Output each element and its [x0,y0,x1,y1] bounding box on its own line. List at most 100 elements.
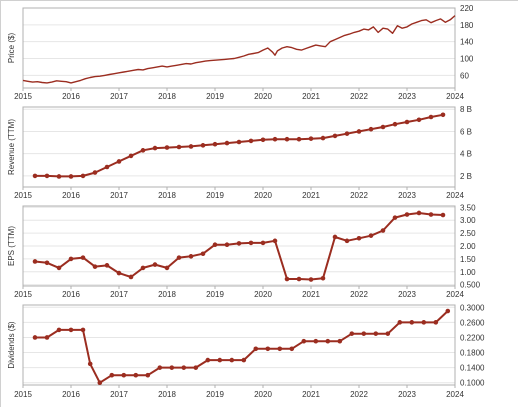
revenue-ttm-data-point [140,148,146,153]
eps-ttm-data-point [68,256,74,262]
revenue-ttm-data-point [272,136,278,142]
dividends-data-point [277,346,283,352]
dividends-data-point [193,365,199,370]
dividends-data-point [265,346,271,352]
revenue-ttm-xtick-label: 2024 [446,191,464,200]
eps-ttm-data-point [308,277,314,282]
price-series-line [22,15,456,84]
price-xtick-label: 2022 [350,92,368,101]
revenue-ttm-data-point [164,145,170,150]
dividends-ytick-label: 0.1000 [460,379,485,388]
revenue-ttm-axis-label: Revenue (TTM) [7,119,16,175]
dividends-data-point [337,338,343,344]
dividends-ytick-label: 0.1400 [460,364,485,373]
revenue-ttm-data-point [92,170,98,175]
dividends-xtick-label: 2015 [14,390,32,399]
eps-ttm-data-point [356,235,362,241]
eps-ttm-data-point [44,260,50,266]
dividends-data-point [445,308,451,314]
revenue-ttm-data-point [128,153,134,159]
dividends-xtick-label: 2020 [254,390,272,399]
eps-ttm-axis-label: EPS (TTM) [7,226,16,266]
price-ytick-label: 180 [460,21,474,30]
dividends-data-point [241,357,247,363]
revenue-ttm-xtick-label: 2018 [158,191,176,200]
price-xtick-label: 2017 [110,92,128,101]
dividends-data-point [349,331,355,336]
revenue-ttm-data-point [428,114,434,120]
price-xtick-label: 2015 [14,92,32,101]
eps-ttm-ytick-label: 1.00 [460,268,476,277]
eps-ttm-data-point [176,255,182,260]
eps-ttm-data-point [200,251,206,257]
revenue-ttm-data-point [80,173,86,179]
price-axis-label: Price ($) [7,33,16,64]
eps-ttm-ytick-label: 3.00 [460,216,476,225]
dividends-data-point [421,320,427,325]
dividends-xtick-label: 2024 [446,390,464,399]
revenue-ttm-data-point [380,124,386,130]
dividends-data-point [133,372,139,378]
eps-ttm-xtick-label: 2020 [254,290,272,299]
revenue-ttm-data-point [32,173,38,179]
dividends-data-point [181,365,187,370]
revenue-ttm-data-point [116,159,122,164]
eps-ttm-data-point [260,240,266,246]
revenue-ttm-data-point [284,136,290,142]
eps-ttm-ytick-label: 1.50 [460,255,476,264]
dividends-data-point [109,372,115,378]
eps-ttm-xtick-label: 2019 [206,290,224,299]
eps-ttm-ytick-label: 0.500 [460,281,481,290]
revenue-ttm-data-point [44,173,50,179]
eps-ttm-ytick-label: 2.50 [460,229,476,238]
dividends-data-point [169,365,175,370]
dividends-data-point [56,327,62,333]
revenue-ttm-plot-frame [22,106,456,188]
price-ytick-label: 220 [460,4,474,13]
revenue-ttm-data-point [224,140,230,146]
revenue-ttm-data-point [176,144,182,150]
eps-ttm-data-point [128,274,134,280]
eps-ttm-xtick-label: 2016 [62,290,80,299]
dividends-data-point [301,338,307,344]
eps-ttm-data-point [296,276,302,282]
eps-ttm-xtick-label: 2021 [302,290,320,299]
eps-ttm-data-point [272,238,278,244]
eps-ttm-data-point [248,240,254,246]
dividends-xtick-label: 2018 [158,390,176,399]
dividends-axis-label: Dividends ($) [7,321,16,368]
eps-ttm-data-point [332,234,338,240]
dividends-data-point [433,320,439,325]
eps-ttm-data-point [380,228,386,233]
revenue-ttm-xtick-label: 2017 [110,191,128,200]
eps-ttm-data-point [320,275,326,281]
eps-ttm-data-point [284,276,290,282]
dividends-data-point [32,335,38,340]
eps-ttm-data-point [80,255,86,260]
revenue-ttm-data-point [416,117,422,123]
eps-ttm-xtick-label: 2022 [350,290,368,299]
dividends-ytick-label: 0.2600 [460,318,485,327]
dividends-xtick-label: 2023 [398,390,416,399]
dividends-data-point [205,357,211,363]
revenue-ttm-data-point [392,121,398,127]
eps-ttm-data-point [140,265,146,271]
eps-ttm-data-point [416,210,422,216]
revenue-ttm-data-point [200,143,206,148]
revenue-ttm-ytick-label: 2 B [460,172,472,181]
eps-ttm-xtick-label: 2017 [110,290,128,299]
revenue-ttm-data-point [356,129,362,134]
dividends-xtick-label: 2019 [206,390,224,399]
eps-ttm-data-point [104,263,110,268]
revenue-ttm-data-point [236,139,242,145]
revenue-ttm-data-point [260,137,266,143]
dividends-data-point [385,331,391,336]
dividends-xtick-label: 2022 [350,390,368,399]
dividends-xtick-label: 2016 [62,390,80,399]
revenue-ttm-xtick-label: 2015 [14,191,32,200]
dividends-plot-frame [22,304,456,386]
price-xtick-label: 2016 [62,92,80,101]
revenue-ttm-xtick-label: 2023 [398,191,416,200]
